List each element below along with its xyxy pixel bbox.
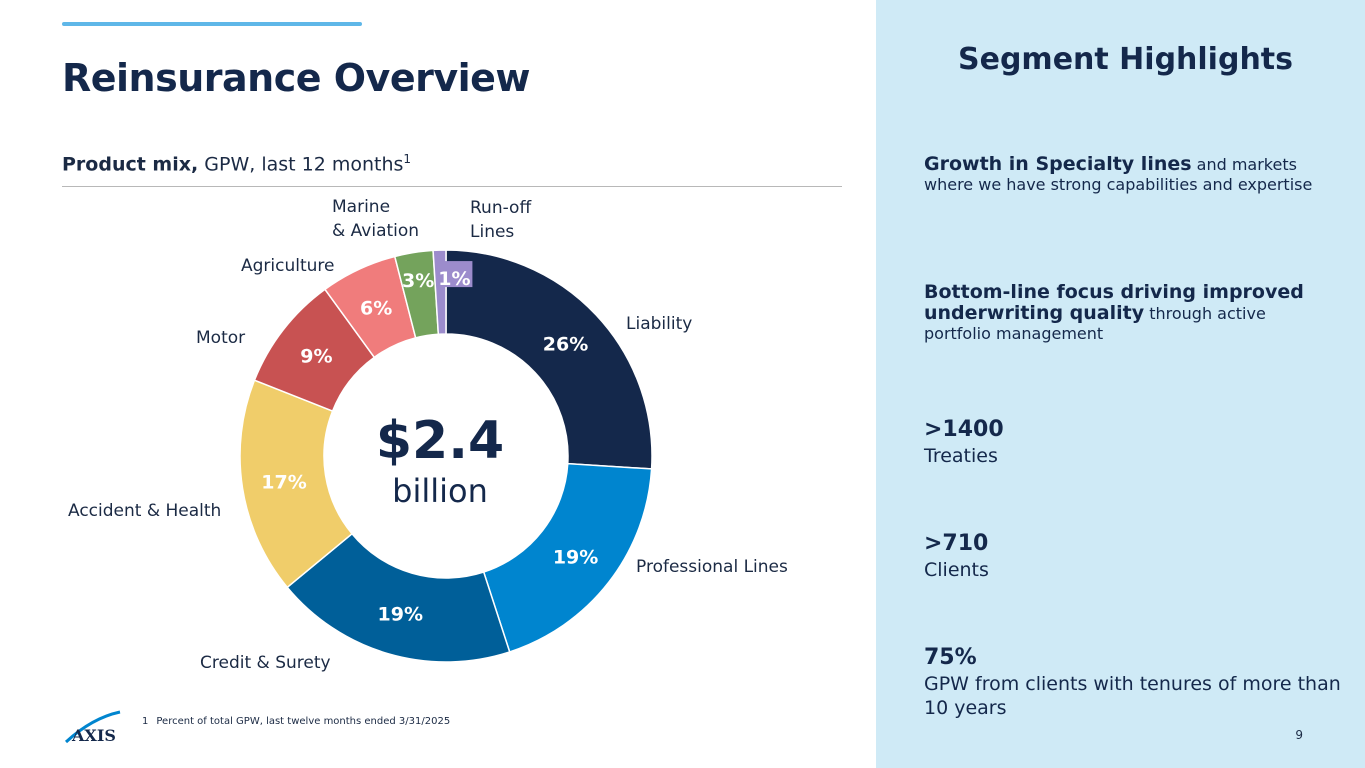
highlight-2-bold: Bottom-line focus driving improved under…	[924, 281, 1304, 324]
title-accent-line	[62, 22, 362, 26]
footnote-text: Percent of total GPW, last twelve months…	[156, 716, 451, 727]
stat-treaties-value: >1400	[924, 417, 1004, 442]
category-label-line: Lines	[470, 222, 515, 242]
value-label-professional-lines: 19%	[553, 547, 598, 569]
category-label-line: Accident & Health	[68, 501, 222, 521]
subtitle-rest: GPW, last 12 months	[204, 153, 404, 176]
value-label-accident-and-health: 17%	[261, 472, 306, 494]
category-label-agriculture: Agriculture	[241, 254, 335, 278]
highlight-1-bold: Growth in Specialty lines	[924, 153, 1192, 175]
stat-tenure: 75% GPW from clients with tenures of mor…	[924, 644, 1344, 720]
value-label-motor: 9%	[300, 345, 332, 367]
product-mix-donut-chart: 26% 19% 19% 17% 9% 6% 3% 1% $2.4 billion	[239, 249, 653, 663]
page-title: Reinsurance Overview	[62, 56, 531, 100]
side-panel-title: Segment Highlights	[958, 42, 1293, 77]
category-label-run-off-lines: Run-off Lines	[470, 196, 531, 244]
donut-value-labels: 26% 19% 19% 17% 9% 6% 3% 1%	[261, 261, 598, 625]
value-label-agriculture: 6%	[360, 298, 392, 320]
donut-slices	[239, 249, 653, 663]
category-label-line: Credit & Surety	[200, 653, 331, 673]
category-label-motor: Motor	[196, 326, 245, 350]
subtitle-bold: Product mix,	[62, 153, 199, 176]
category-label-line: & Aviation	[332, 221, 420, 241]
footnote: 1 Percent of total GPW, last twelve month…	[142, 716, 450, 727]
stat-clients: >710 Clients	[924, 530, 1344, 582]
slice-liability	[445, 249, 653, 470]
value-label-liability: 26%	[543, 334, 588, 356]
subtitle-rule	[62, 186, 842, 187]
subtitle-footnote-ref: 1	[403, 152, 412, 166]
stat-tenure-value: 75%	[924, 645, 977, 670]
highlight-1-text: and markets where we have strong capabil…	[924, 155, 1313, 194]
value-label-credit-and-surety: 19%	[378, 603, 423, 625]
category-label-line: Motor	[196, 328, 246, 348]
logo-text: AXIS	[71, 726, 116, 745]
stat-treaties-label: Treaties	[924, 445, 998, 467]
highlight-specialty-growth: Growth in Specialty lines and markets wh…	[924, 154, 1324, 195]
slice-credit-and-surety	[286, 532, 511, 663]
stat-treaties: >1400 Treaties	[924, 416, 1344, 468]
category-label-marine-and-aviation: Marine & Aviation	[332, 195, 419, 243]
segment-highlights-panel: Segment Highlights Growth in Specialty l…	[876, 0, 1365, 768]
category-label-line: Marine	[332, 197, 391, 217]
chart-subtitle: Product mix, GPW, last 12 months1	[62, 152, 411, 175]
category-label-accident-and-health: Accident & Health	[68, 499, 221, 523]
category-label-line: Agriculture	[241, 256, 335, 276]
stat-tenure-label: GPW from clients with tenures of more th…	[924, 673, 1341, 719]
center-unit: billion	[392, 472, 488, 510]
highlight-bottom-line-focus: Bottom-line focus driving improved under…	[924, 282, 1324, 344]
footnote-number: 1	[142, 716, 149, 727]
category-label-line: Liability	[626, 314, 693, 334]
category-label-credit-and-surety: Credit & Surety	[200, 651, 331, 675]
axis-logo: AXIS	[64, 710, 121, 745]
stat-clients-label: Clients	[924, 559, 989, 581]
category-label-line: Professional Lines	[636, 557, 788, 577]
category-label-professional-lines: Professional Lines	[636, 555, 788, 579]
category-label-line: Run-off	[470, 198, 532, 218]
category-label-liability: Liability	[626, 312, 692, 336]
page-number: 9	[1295, 728, 1303, 742]
value-label-marine-and-aviation: 3%	[402, 270, 434, 292]
slice-professional-lines	[482, 462, 653, 653]
value-label-run-off-lines: 1%	[438, 268, 470, 290]
highlight-2-text: through active portfolio management	[924, 304, 1266, 343]
value-label-bg-run-off-lines	[436, 261, 473, 288]
stat-clients-value: >710	[924, 531, 989, 556]
center-value: $2.4	[376, 411, 504, 471]
